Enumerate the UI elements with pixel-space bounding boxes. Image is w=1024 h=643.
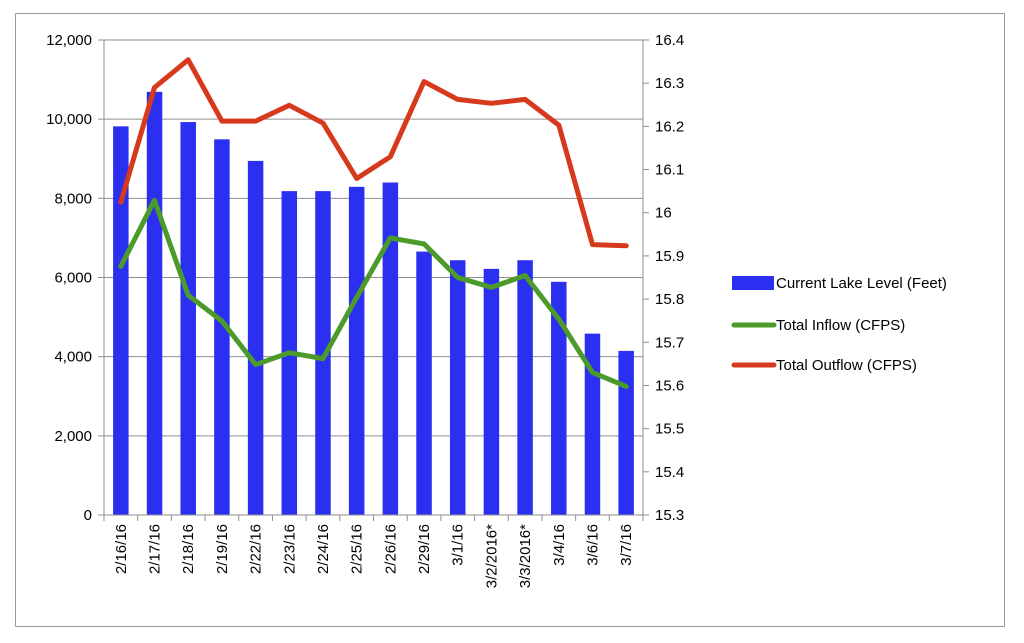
x-tick-label: 2/19/16 <box>214 524 231 574</box>
legend: Current Lake Level (Feet) Total Inflow (C… <box>731 275 947 374</box>
x-tick-label: 2/17/16 <box>147 524 164 574</box>
left-axis-ticks: 0 2,000 4,000 6,000 8,000 10,000 12,000 <box>46 32 104 524</box>
series-line <box>118 197 629 389</box>
x-tick-label: 3/2/2016* <box>483 524 500 588</box>
line-series <box>118 57 629 389</box>
bar <box>315 191 331 516</box>
right-tick-label: 16 <box>655 205 672 222</box>
x-tick-label: 3/7/16 <box>618 524 635 566</box>
x-tick-label: 2/18/16 <box>180 524 197 574</box>
right-tick-label: 15.8 <box>655 291 684 308</box>
right-tick-label: 15.5 <box>655 421 684 438</box>
right-tick-label: 15.7 <box>655 334 684 351</box>
left-tick-label: 2,000 <box>54 428 92 445</box>
bar <box>113 126 129 515</box>
bar <box>382 182 399 515</box>
bar <box>449 260 466 515</box>
x-tick-label: 2/24/16 <box>315 524 332 574</box>
right-tick-label: 16.1 <box>655 162 684 179</box>
bar <box>551 281 567 515</box>
right-tick-label: 15.9 <box>655 248 684 265</box>
legend-label: Total Inflow (CFPS) <box>776 317 905 334</box>
legend-swatch <box>732 276 774 290</box>
legend-label: Current Lake Level (Feet) <box>776 275 947 292</box>
bar <box>517 260 533 515</box>
x-tick-label: 3/6/16 <box>584 524 601 566</box>
series-line <box>118 57 629 249</box>
bar <box>214 139 230 515</box>
right-tick-label: 15.6 <box>655 377 684 394</box>
chart-frame <box>15 13 1005 627</box>
bar <box>180 122 196 515</box>
right-tick-label: 15.3 <box>655 507 684 524</box>
x-tick-label: 2/23/16 <box>281 524 298 574</box>
bar <box>247 160 264 515</box>
x-tick-label: 2/25/16 <box>349 524 366 574</box>
bar <box>416 251 432 515</box>
x-tick-label: 2/26/16 <box>382 524 399 574</box>
bar <box>584 333 601 515</box>
bar <box>483 268 500 515</box>
x-tick-label: 3/1/16 <box>450 524 467 566</box>
left-tick-label: 0 <box>84 507 92 524</box>
bar <box>348 186 365 515</box>
x-tick-label: 2/29/16 <box>416 524 433 574</box>
x-axis-ticks: 2/16/16 2/17/16 2/18/16 2/19/16 2/22/16 2/23/… <box>103 515 644 588</box>
right-axis-ticks: 15.3 15.4 15.5 15.6 15.7 15.8 15.9 16 16.1 16.2 16… <box>643 32 684 524</box>
bar <box>146 91 163 516</box>
right-tick-label: 16.4 <box>655 32 684 49</box>
left-tick-label: 12,000 <box>46 32 92 49</box>
x-tick-label: 2/22/16 <box>248 524 265 574</box>
x-tick-label: 3/4/16 <box>551 524 568 566</box>
left-tick-label: 6,000 <box>54 270 92 287</box>
x-tick-label: 2/16/16 <box>113 524 130 574</box>
left-tick-label: 10,000 <box>46 111 92 128</box>
right-tick-label: 16.2 <box>655 118 684 135</box>
left-tick-label: 8,000 <box>54 190 92 207</box>
right-tick-label: 15.4 <box>655 464 684 481</box>
x-tick-label: 3/3/2016* <box>517 524 534 588</box>
bar <box>618 350 634 515</box>
left-tick-label: 4,000 <box>54 349 92 366</box>
right-tick-label: 16.3 <box>655 75 684 92</box>
bar-series <box>113 91 634 516</box>
legend-label: Total Outflow (CFPS) <box>776 357 917 374</box>
